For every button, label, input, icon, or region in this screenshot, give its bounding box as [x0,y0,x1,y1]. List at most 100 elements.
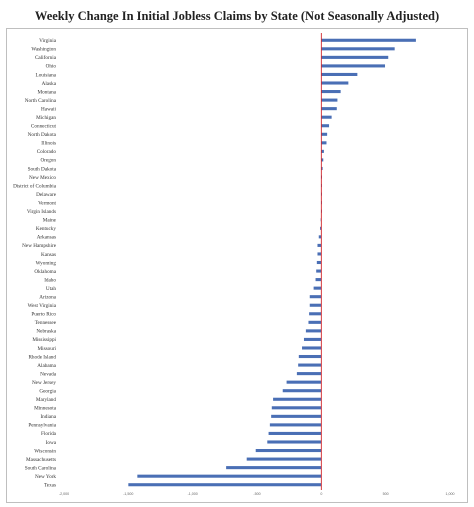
bar-wyoming [316,260,322,265]
bar-utah [313,286,322,290]
bar-alabama [298,363,322,367]
bar-nevada [296,372,322,376]
chart-frame: Virginia Washington California Ohio Louisian… [6,28,468,503]
category-label-indiana: Indiana [40,414,56,420]
bar-virginia [321,38,416,42]
bar-indiana [271,414,322,418]
bars-layer [128,38,416,487]
bar-illinois [321,141,327,145]
bar-arizona [309,295,322,299]
category-label-new-mexico: New Mexico [29,175,56,181]
category-label-nevada: Nevada [40,371,57,377]
bar-arkansas [318,235,322,239]
category-label-michigan: Michigan [36,115,56,121]
bar-california [321,55,389,59]
bar-florida [268,431,322,435]
bar-south-dakota [321,166,323,171]
category-label-district-of-columbia: District of Columbia [13,182,57,189]
category-label-oregon: Oregon [40,158,56,164]
bar-north-carolina [321,98,338,102]
category-label-virginia: Virginia [39,38,57,44]
bar-louisiana [321,72,358,77]
bar-alaska [321,81,349,85]
category-label-rhode-island: Rhode Island [28,354,56,360]
category-label-louisiana: Louisiana [36,72,57,78]
category-label-maryland: Maryland [36,397,57,403]
category-label-west-virginia: West Virginia [28,303,57,309]
category-label-tennessee: Tennessee [35,320,57,326]
bar-wisconsin [255,448,322,453]
category-label-ohio: Ohio [46,64,57,70]
category-label-maine: Maine [43,218,57,224]
bar-hawaii [321,107,337,111]
category-label-mississippi: Mississippi [32,337,56,343]
x-axis-ticks: -2,000 -1,500 -1,000 -500 0 500 1,000 [59,492,455,496]
bar-kansas [317,252,322,256]
bar-michigan [321,115,332,119]
category-label-alaska: Alaska [42,81,57,87]
category-label-puerto-rico: Puerto Rico [31,312,56,318]
category-label-hawaii: Hawaii [41,106,57,112]
x-tick-label: 0 [320,492,322,496]
category-label-pennsylvania: Pennsylvania [28,423,56,429]
category-label-montana: Montana [38,89,57,95]
category-label-iowa: Iowa [46,440,57,446]
category-label-new-york: New York [35,474,56,480]
category-label-florida: Florida [41,431,57,437]
category-label-vermont: Vermont [38,200,56,206]
bar-kentucky [320,226,322,230]
bar-washington [321,47,395,51]
x-tick-label: -1,000 [188,492,198,496]
category-label-kansas: Kansas [41,252,56,258]
category-label-south-dakota: South Dakota [28,166,57,172]
bar-massachusetts [246,457,322,461]
category-label-new-hampshire: New Hampshire [22,243,57,249]
category-label-north-dakota: North Dakota [28,132,57,138]
category-label-connecticut: Connecticut [31,124,57,130]
bar-oregon [321,158,324,162]
category-label-new-jersey: New Jersey [32,380,56,386]
category-label-idaho: Idaho [44,277,56,283]
category-label-minnesota: Minnesota [34,406,57,412]
bar-maryland [273,397,322,401]
x-tick-label: -1,500 [123,492,133,496]
x-tick-label: 1,000 [446,492,455,496]
category-label-north-carolina: North Carolina [25,98,57,104]
category-label-utah: Utah [46,286,56,292]
category-label-south-carolina: South Carolina [25,465,57,471]
bar-connecticut [321,124,330,128]
category-label-wisconsin: Wisconsin [34,448,56,454]
bar-rhode-island [298,354,322,359]
category-label-arkansas: Arkansas [37,235,56,241]
bar-missouri [302,346,322,350]
category-label-nebraska: Nebraska [36,329,56,335]
bar-idaho [315,278,322,282]
bar-iowa [267,440,322,444]
bar-new-jersey [286,380,322,384]
bar-north-dakota [321,132,328,136]
category-label-illinois: Illinois [41,141,56,147]
bar-puerto-rico [309,312,322,316]
category-label-virgin-islands: Virgin Islands [27,209,56,215]
category-label-colorado: Colorado [37,149,57,155]
category-label-missouri: Missouri [38,346,57,352]
bar-new-hampshire [317,243,322,247]
bar-tennessee [308,320,322,324]
category-label-alabama: Alabama [37,363,56,369]
bar-colorado [321,149,324,153]
category-label-kentucky: Kentucky [36,226,57,232]
category-label-wyoming: Wyoming [36,260,57,266]
category-label-washington: Washington [31,47,56,53]
category-label-california: California [35,54,57,61]
bar-ohio [321,64,386,68]
bar-south-carolina [226,466,322,470]
category-label-georgia: Georgia [39,389,56,395]
category-label-oklahoma: Oklahoma [34,269,56,275]
bar-west-virginia [309,303,322,307]
bar-minnesota [271,406,322,410]
bar-georgia [282,389,322,393]
x-tick-label: -500 [253,492,260,496]
bar-nebraska [305,329,322,333]
category-label-delaware: Delaware [36,192,57,198]
